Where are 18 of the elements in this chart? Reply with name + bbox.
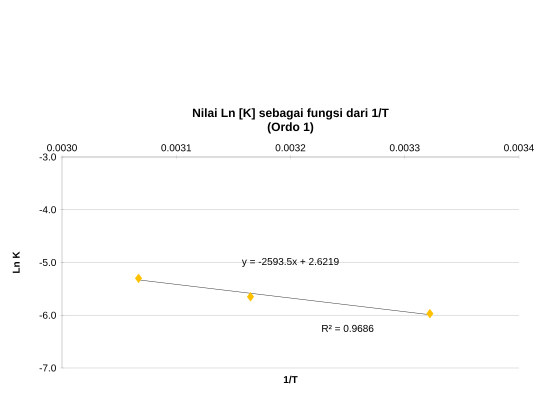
annotation: R² = 0.9686: [322, 324, 374, 332]
y-tick-label: -6.0: [40, 312, 56, 319]
x-tick-label: 0.0034: [504, 144, 534, 152]
point: [134, 274, 142, 284]
point: [426, 308, 434, 318]
y-tick-label: -5.0: [40, 258, 56, 266]
x-tick-label: 0.0032: [276, 144, 306, 152]
point: [246, 292, 254, 302]
y-tick-label: -7.0: [40, 364, 56, 372]
annotation: y = -2593.5x + 2.6219: [242, 258, 339, 268]
x-tick-label: 0.0031: [161, 144, 192, 152]
x-tick-label: 0.0033: [390, 144, 420, 152]
chart-title: Nilai Ln [K] sebagai fungsi dari 1/T (Ordo 1): [192, 108, 389, 134]
y-tick-label: -3.0: [40, 153, 56, 161]
x-axis-title: 1/T: [284, 376, 298, 384]
y-axis-title: Ln K: [12, 251, 20, 273]
y-tick-label: -4.0: [40, 206, 56, 214]
x-tick-label: 0.0030: [47, 144, 77, 152]
